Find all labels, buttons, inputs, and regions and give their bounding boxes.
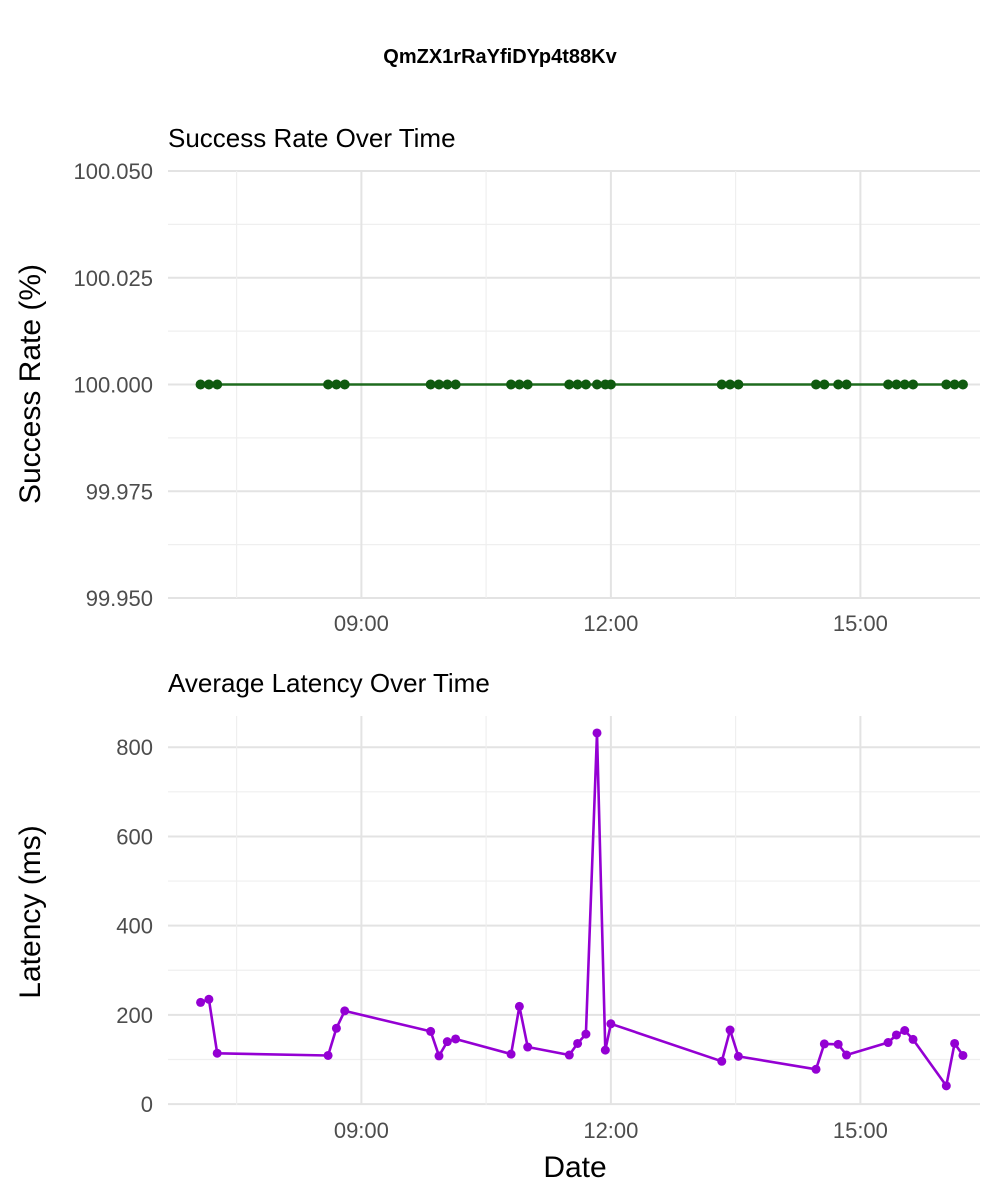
data-point [908,379,919,390]
data-point [203,379,214,390]
data-point [433,379,444,390]
data-point [891,379,902,390]
data-point [819,379,830,390]
data-point [733,379,744,390]
success-rate-y-axis-label: Success Rate (%) [14,264,47,504]
data-point [212,379,223,390]
data-point [717,1056,727,1066]
data-point [212,1048,222,1058]
data-point [900,1026,910,1036]
latency-grid [168,716,980,1106]
data-point [506,1049,516,1059]
x-tick-label: 09:00 [334,1118,389,1143]
data-point [841,379,852,390]
data-point [204,994,214,1004]
x-tick-label: 12:00 [583,1118,638,1143]
data-point [425,379,436,390]
data-point [426,1026,436,1036]
data-point [581,1029,591,1039]
data-point [442,379,453,390]
data-point [514,1001,524,1011]
data-point [523,1042,533,1052]
latency-y-axis-label: Latency (ms) [14,825,47,998]
data-point [733,1051,743,1061]
y-tick-label: 400 [116,914,153,939]
y-tick-label: 100.050 [73,159,153,184]
y-tick-label: 200 [116,1003,153,1028]
data-point [883,1038,893,1048]
y-tick-label: 99.950 [86,586,153,611]
success-rate-series [195,379,968,390]
data-point [592,728,602,738]
data-point [323,1050,333,1060]
data-point [833,1039,843,1049]
data-point [811,379,822,390]
y-tick-label: 0 [141,1092,153,1117]
data-point [195,379,206,390]
data-point [196,997,206,1007]
y-tick-label: 99.975 [86,479,153,504]
y-tick-label: 600 [116,824,153,849]
data-point [725,1025,735,1035]
x-tick-label: 15:00 [833,611,888,636]
data-point [941,379,952,390]
data-point [958,1050,968,1060]
data-point [339,379,350,390]
latency-series [196,728,968,1091]
data-point [340,1006,350,1016]
y-tick-label: 800 [116,735,153,760]
success-rate-x-ticks: 09:00 12:00 15:00 [334,611,888,636]
y-tick-label: 100.025 [73,266,153,291]
data-point [950,1038,960,1048]
chart-title: QmZX1rRaYfiDYp4t88Kv [383,46,617,68]
x-axis-label: Date [543,1151,606,1184]
latency-y-ticks: 800 600 400 200 0 [116,735,153,1117]
data-point [514,379,525,390]
x-tick-label: 15:00 [833,1118,888,1143]
success-rate-y-ticks: 100.050 100.025 100.000 99.975 99.950 [73,159,153,611]
data-point [819,1039,829,1049]
data-point [580,379,591,390]
data-point [811,1064,821,1074]
y-tick-label: 100.000 [73,373,153,398]
data-point [564,379,575,390]
success-rate-panel: Success Rate Over Time 100.050100.025100… [14,123,980,636]
data-point [451,1034,461,1044]
data-point [323,379,334,390]
data-point [883,379,894,390]
data-point [833,379,844,390]
data-point [564,1050,574,1060]
data-point [949,379,960,390]
data-point [600,1045,610,1055]
data-point [725,379,736,390]
data-point [605,379,616,390]
data-point [899,379,910,390]
latency-x-ticks: 09:00 12:00 15:00 [334,1118,888,1143]
data-point [716,379,727,390]
success-rate-subtitle: Success Rate Over Time [168,123,456,153]
latency-panel: Average Latency Over Time 8006004002000 … [14,668,980,1143]
x-tick-label: 09:00 [334,611,389,636]
data-point [434,1051,444,1061]
data-point [572,379,583,390]
data-point [331,379,342,390]
latency-subtitle: Average Latency Over Time [168,668,490,698]
data-point [450,379,461,390]
data-point [331,1023,341,1033]
data-point [442,1037,452,1047]
data-point [941,1081,951,1091]
x-tick-label: 12:00 [583,611,638,636]
data-point [573,1038,583,1048]
data-point [592,379,603,390]
data-point [957,379,968,390]
data-point [891,1030,901,1040]
data-point [522,379,533,390]
data-point [842,1050,852,1060]
data-point [908,1034,918,1044]
data-point [606,1019,616,1029]
data-point [506,379,517,390]
